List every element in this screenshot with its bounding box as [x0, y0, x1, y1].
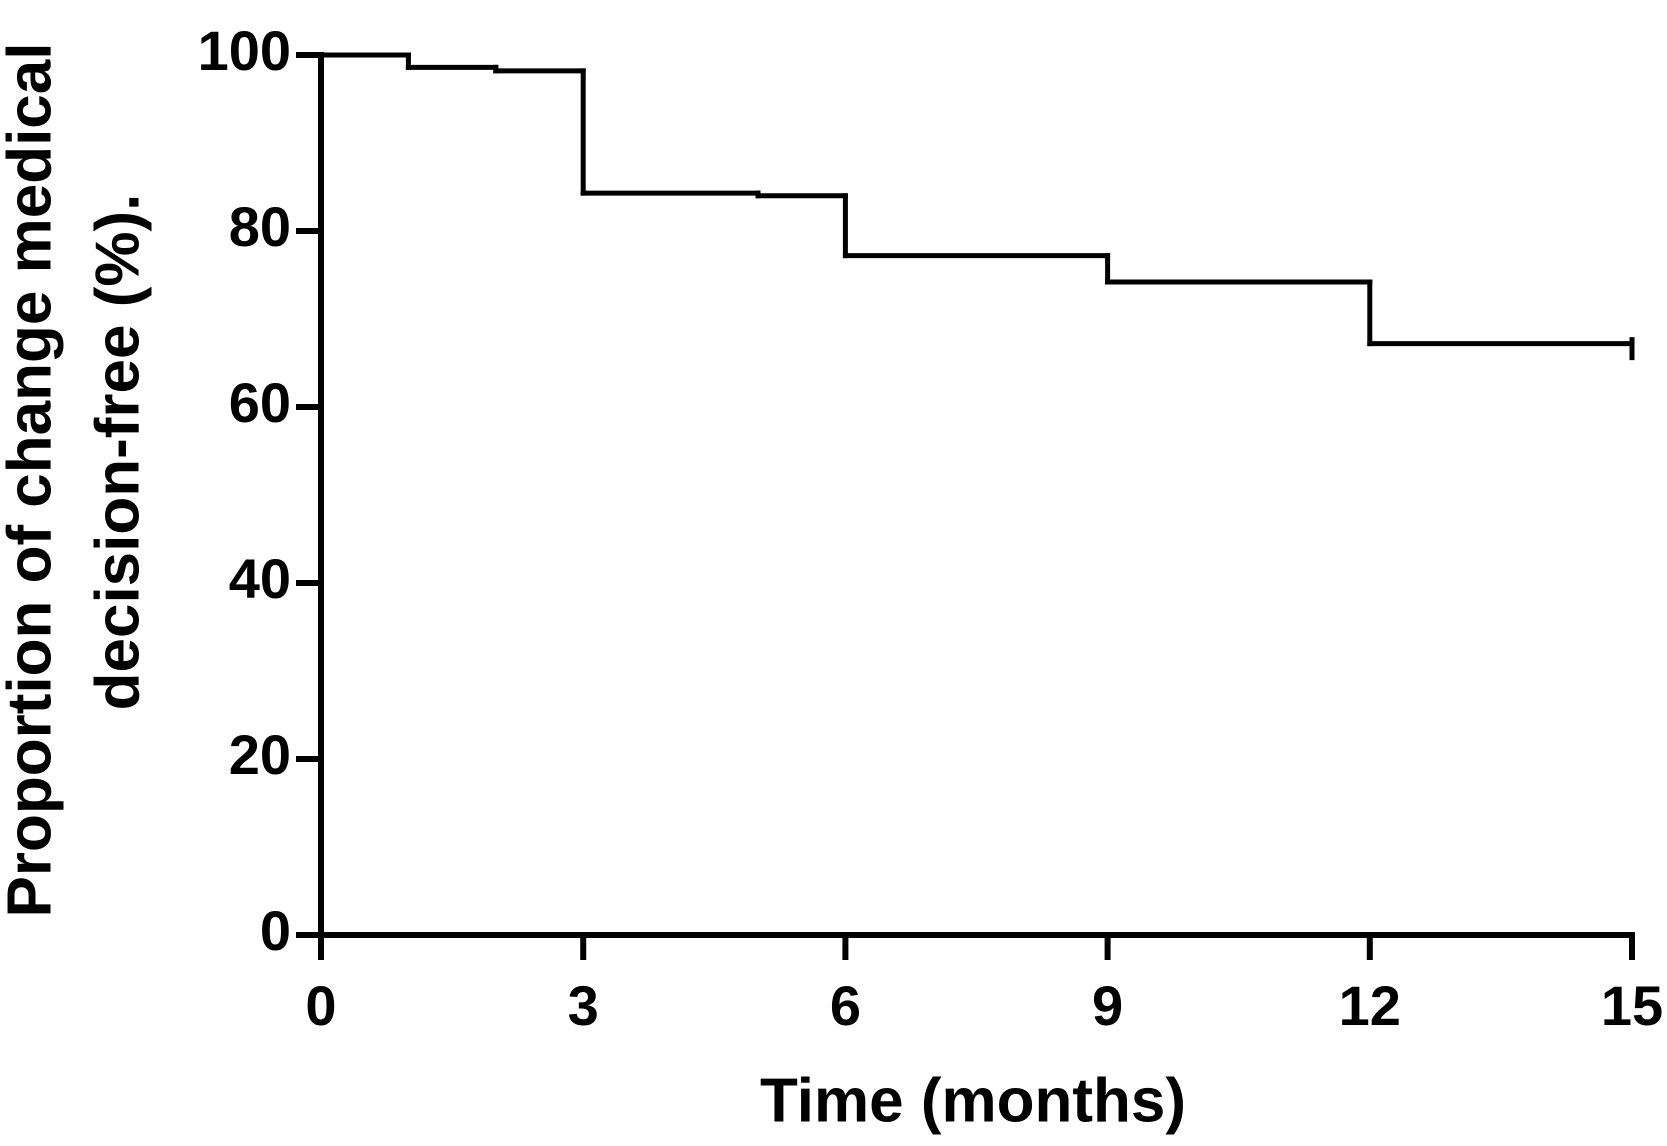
y-tick-label: 100: [198, 19, 291, 82]
y-axis-title: Proportion of change medical: [0, 43, 64, 918]
y-tick-label: 80: [229, 195, 291, 258]
y-tick-label: 0: [260, 899, 291, 962]
x-axis-title: Time (months): [760, 1066, 1186, 1135]
y-tick-label: 60: [229, 371, 291, 434]
x-tick-label: 12: [1339, 974, 1401, 1037]
x-tick-label: 15: [1601, 974, 1663, 1037]
x-tick-label: 9: [1092, 974, 1123, 1037]
y-tick-label: 40: [229, 547, 291, 610]
x-tick-label: 6: [830, 974, 861, 1037]
x-tick-label: 0: [305, 974, 336, 1037]
x-tick-label: 3: [568, 974, 599, 1037]
y-tick-label: 20: [229, 723, 291, 786]
y-axis-title: decision-free (%).: [83, 194, 152, 711]
